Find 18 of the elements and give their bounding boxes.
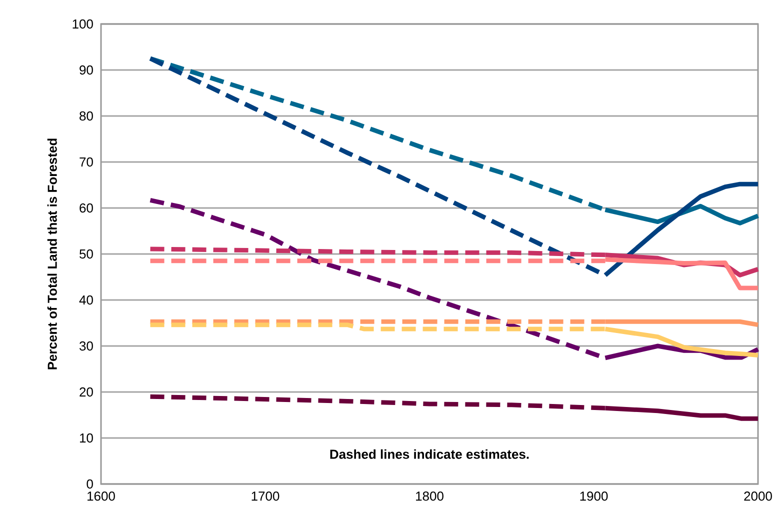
y-tick-label: 30: [80, 341, 93, 351]
y-tick-label: 20: [80, 387, 93, 397]
annotation: Dashed lines indicate estimates.: [330, 449, 529, 459]
y-tick-label: 70: [80, 157, 93, 167]
y-tick-label: 90: [80, 65, 93, 75]
y-axis-title: Percent of Total Land that is Forested: [47, 138, 57, 370]
y-tick-label: 60: [80, 203, 93, 213]
y-tick-label: 100: [72, 19, 93, 29]
x-tick-label: 1800: [416, 492, 444, 501]
x-tick-label: 1700: [252, 492, 280, 501]
y-tick-label: 80: [80, 111, 93, 121]
y-tick-label: 50: [80, 249, 93, 259]
x-tick-label: 2000: [744, 492, 772, 501]
x-tick-label: 1900: [580, 492, 608, 501]
y-tick-label: 40: [79, 295, 93, 305]
x-tick-label: 1600: [88, 492, 115, 501]
y-tick-label: 0: [86, 479, 93, 489]
y-tick-label: 10: [80, 433, 93, 443]
